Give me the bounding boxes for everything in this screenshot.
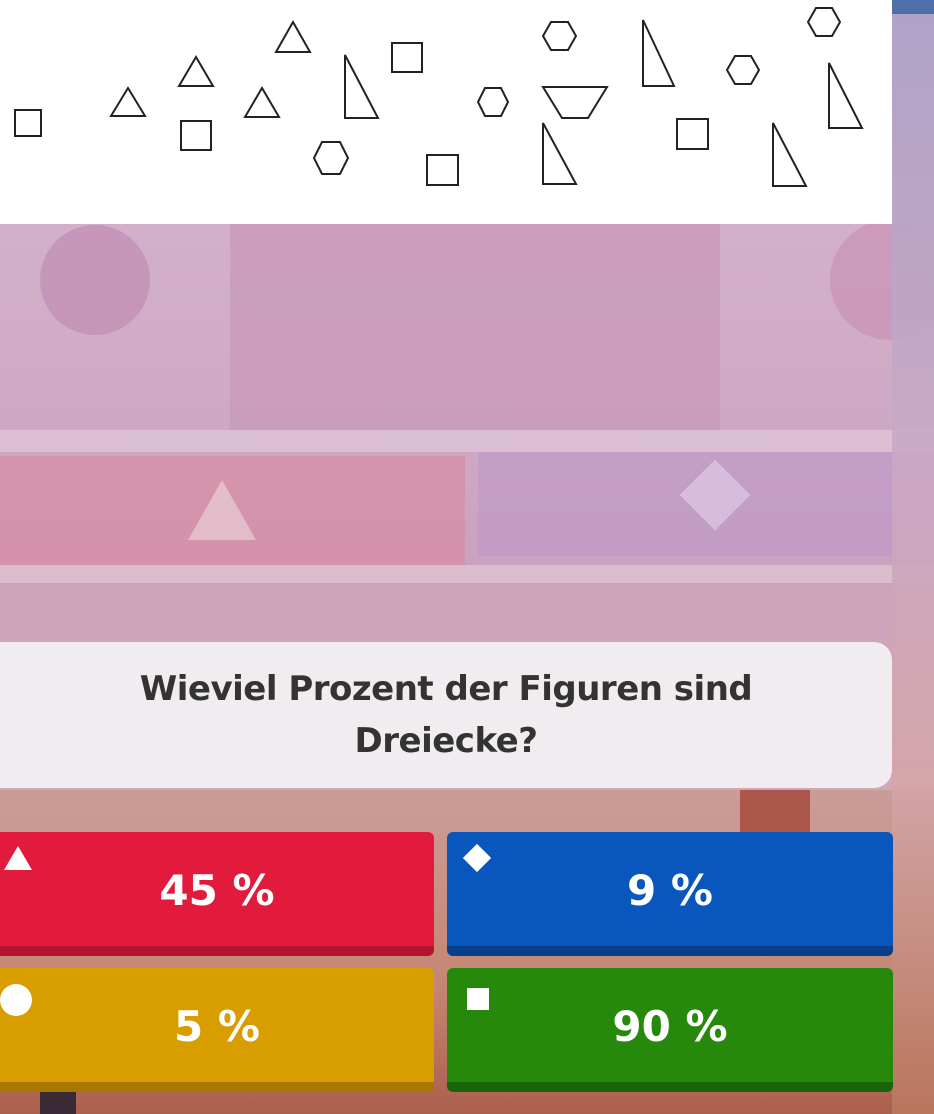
- hexagon-icon: [312, 141, 350, 175]
- trapezoid-icon: [541, 86, 609, 119]
- question-text: Wieviel Prozent der Figuren sind Dreieck…: [139, 669, 753, 761]
- question-box: Wieviel Prozent der Figuren sind Dreieck…: [0, 642, 892, 788]
- right-triangle-icon: [542, 122, 578, 185]
- square-icon: [426, 154, 459, 186]
- answer-button-circle[interactable]: 5 %: [0, 968, 434, 1092]
- right-triangle-icon: [828, 62, 864, 129]
- answer-label: 45 %: [159, 866, 275, 915]
- answer-label: 90 %: [612, 1002, 728, 1051]
- answer-label: 5 %: [174, 1002, 260, 1051]
- right-triangle-icon: [344, 54, 380, 119]
- triangle-icon: [109, 86, 147, 117]
- hexagon-icon: [725, 55, 761, 85]
- circle-icon: [0, 984, 32, 1016]
- answer-button-diamond[interactable]: 9 %: [447, 832, 893, 956]
- triangle-icon: [243, 86, 281, 118]
- triangle-icon: [4, 846, 32, 870]
- square-icon: [676, 118, 709, 150]
- hexagon-icon: [806, 7, 842, 37]
- answer-button-triangle[interactable]: 45 %: [0, 832, 434, 956]
- question-image: [0, 0, 892, 224]
- answer-label: 9 %: [627, 866, 713, 915]
- square-icon: [391, 42, 423, 73]
- hexagon-icon: [476, 87, 510, 117]
- right-triangle-icon: [642, 19, 676, 87]
- right-triangle-icon: [772, 122, 808, 187]
- answer-button-square[interactable]: 90 %: [447, 968, 893, 1092]
- square-icon: [180, 120, 212, 151]
- square-icon: [14, 109, 42, 137]
- hexagon-icon: [541, 21, 578, 51]
- triangle-icon: [177, 55, 215, 87]
- square-icon: [467, 988, 489, 1010]
- triangle-icon: [274, 19, 312, 53]
